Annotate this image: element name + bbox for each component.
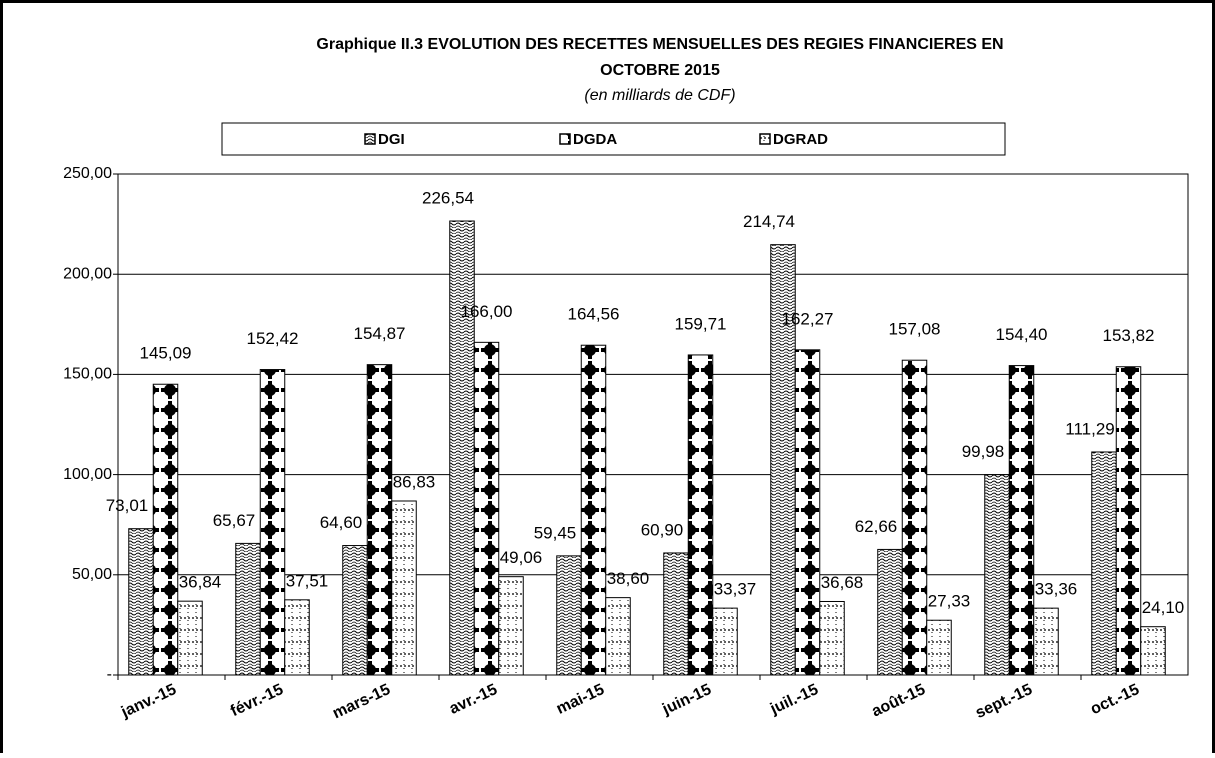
legend-swatch [364,133,376,145]
bar [284,599,310,676]
bar [712,607,738,676]
value-label: 38,60 [607,569,650,588]
value-label: 166,00 [461,302,513,321]
bar [877,548,903,676]
value-label: 27,33 [928,592,971,611]
value-label: 64,60 [320,513,363,532]
y-tick-label: 50,00 [72,566,112,583]
y-tick-label: 150,00 [63,366,112,383]
bar [819,600,845,676]
bar [1115,366,1142,676]
y-tick-label: - [107,666,112,683]
x-tick-label: janv.-15 [118,681,179,722]
bar [235,542,261,676]
legend-label: DGI [378,131,405,148]
value-label: 24,10 [1142,598,1185,617]
x-tick-label: avr.-15 [447,681,500,718]
value-label: 62,66 [855,517,898,536]
x-tick-label: sept.-15 [973,681,1035,722]
bar [556,555,582,676]
value-label: 59,45 [534,523,577,542]
chart-subtitle: (en milliards de CDF) [584,87,735,104]
value-label: 49,06 [500,548,543,567]
value-label: 159,71 [675,314,727,333]
bar [391,500,417,676]
bar [663,552,689,676]
bar [152,383,179,676]
x-tick-label: mai-15 [554,681,607,718]
value-label: 226,54 [422,188,474,207]
value-label: 145,09 [140,344,192,363]
value-label: 99,98 [962,442,1005,461]
legend-label: DGDA [573,131,617,148]
value-label: 214,74 [743,212,795,231]
bar [984,474,1010,676]
value-label: 162,27 [782,309,834,328]
x-tick-label: juin-15 [659,681,714,719]
legend-label: DGRAD [773,131,828,148]
chart-title-line2: OCTOBRE 2015 [600,62,720,79]
bar [1008,365,1035,676]
y-tick-label: 200,00 [63,265,112,282]
bar [794,349,821,676]
value-label: 153,82 [1103,326,1155,345]
x-tick-label: mars-15 [330,681,393,722]
value-label: 154,40 [996,325,1048,344]
legend-box [221,122,1006,156]
x-tick-label: août-15 [869,681,928,721]
bar [605,597,631,676]
value-label: 36,68 [821,573,864,592]
bar [687,354,714,676]
value-label: 86,83 [393,472,436,491]
x-tick-label: oct.-15 [1088,681,1142,718]
value-label: 65,67 [213,511,256,530]
bar [259,369,286,676]
value-label: 33,36 [1035,580,1078,599]
x-tick-label: juil.-15 [767,681,821,718]
bar [580,344,607,676]
bar [498,576,524,676]
bar [177,600,203,676]
value-label: 157,08 [889,320,941,339]
bar [128,528,154,676]
y-tick-label: 100,00 [63,466,112,483]
bar [926,619,952,676]
value-label: 33,37 [714,580,757,599]
bar [1033,607,1059,676]
x-tick-label: févr.-15 [228,681,286,720]
bar [770,244,796,676]
bar [366,364,393,676]
value-label: 111,29 [1065,419,1114,438]
legend-swatch [559,133,571,145]
value-label: 37,51 [286,571,329,590]
bar [449,220,475,676]
chart-title: Graphique II.3 EVOLUTION DES RECETTES ME… [316,36,1003,53]
value-label: 73,01 [106,496,149,515]
value-label: 152,42 [247,329,299,348]
bar [473,341,500,676]
value-label: 60,90 [641,520,684,539]
bar [342,545,368,676]
y-tick-label: 250,00 [63,165,112,182]
bar [1140,626,1166,676]
bar [1091,451,1117,676]
value-label: 164,56 [568,305,620,324]
value-label: 154,87 [354,324,406,343]
legend-swatch [759,133,771,145]
bar [901,359,928,676]
value-label: 36,84 [179,573,222,592]
